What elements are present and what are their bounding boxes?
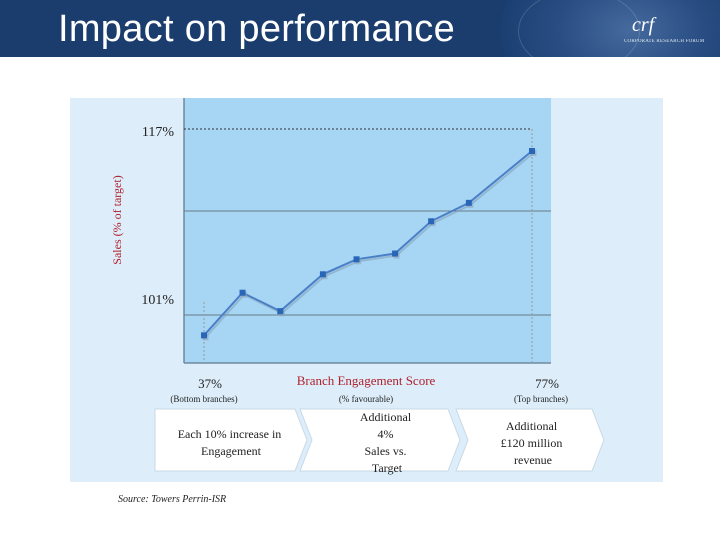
data-point-0	[201, 332, 207, 339]
y-high-label: 117%	[142, 125, 174, 140]
data-point-6	[428, 218, 435, 225]
logo-subtitle: CORPORATE RESEARCH FORUM	[624, 39, 705, 44]
x-axis-title: Branch Engagement Score	[297, 373, 436, 388]
x-left-sub: (Bottom branches)	[170, 394, 237, 404]
data-point-8	[529, 148, 535, 154]
plot-area	[184, 98, 551, 363]
title-bar: Impact on performance crf CORPORATE RESE…	[0, 0, 720, 57]
sales-series	[201, 148, 537, 341]
x-right-sub: (Top branches)	[514, 394, 568, 404]
flow-step-2-text: Additional 4% Sales vs. Target	[360, 410, 414, 475]
data-point-2	[277, 308, 284, 315]
ripple-ring	[518, 0, 640, 57]
y-low-label: 101%	[141, 293, 174, 308]
y-axis-title: Sales (% of target)	[110, 175, 124, 264]
flow-step-3-arrow	[455, 408, 605, 472]
flow-step-2-arrow	[299, 408, 461, 472]
source-note: Source: Towers Perrin-ISR	[118, 494, 227, 505]
x-right-label: 77%	[535, 376, 559, 391]
slide-title: Impact on performance	[58, 8, 456, 50]
data-point-3	[319, 271, 326, 278]
logo-mark: crf	[632, 14, 655, 36]
x-left-label: 37%	[198, 376, 222, 391]
x-axis-subtitle: (% favourable)	[339, 394, 393, 404]
flow-step-3-text: Additional £120 million revenue	[501, 419, 566, 467]
flow-step-1-arrow	[154, 408, 308, 472]
flow-step-1-text: Each 10% increase in Engagement	[178, 427, 285, 458]
data-point-7	[465, 199, 472, 206]
data-point-1	[239, 289, 246, 296]
data-point-4	[353, 256, 360, 263]
data-point-5	[392, 250, 399, 257]
